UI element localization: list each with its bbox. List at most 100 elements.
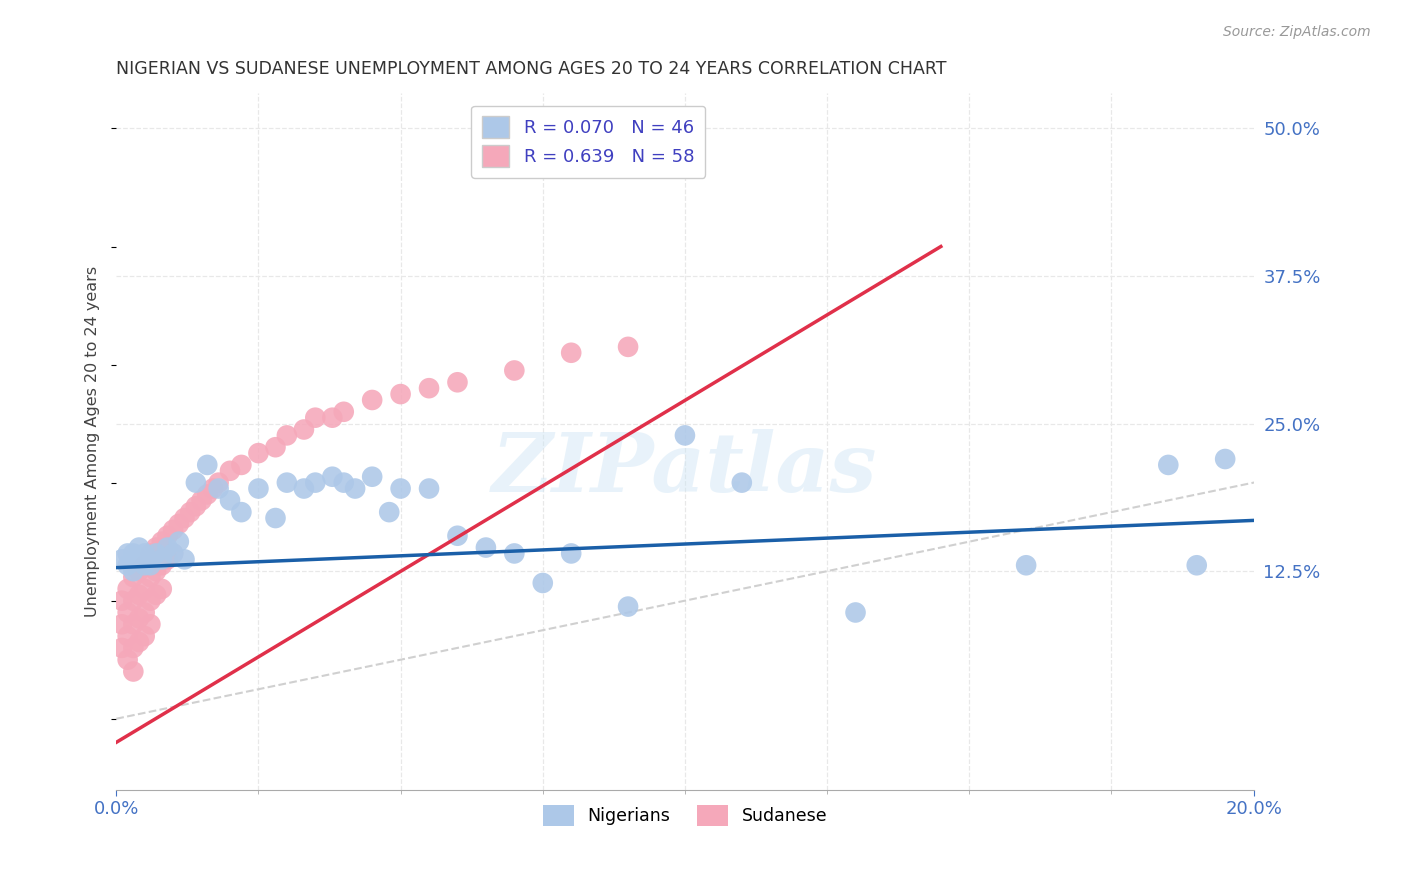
Y-axis label: Unemployment Among Ages 20 to 24 years: Unemployment Among Ages 20 to 24 years <box>86 266 100 617</box>
Point <box>128 611 150 625</box>
Point <box>1157 458 1180 472</box>
Point <box>139 593 162 607</box>
Point <box>128 552 150 566</box>
Point <box>673 428 696 442</box>
Point <box>560 546 582 560</box>
Point <box>195 458 218 472</box>
Point <box>231 505 253 519</box>
Point <box>179 505 201 519</box>
Point <box>219 464 242 478</box>
Point <box>122 617 145 632</box>
Point <box>304 410 326 425</box>
Point <box>111 617 134 632</box>
Point <box>378 505 401 519</box>
Text: Source: ZipAtlas.com: Source: ZipAtlas.com <box>1223 25 1371 39</box>
Point <box>389 387 412 401</box>
Point <box>117 582 139 596</box>
Point <box>162 546 184 560</box>
Point <box>128 588 150 602</box>
Point <box>128 635 150 649</box>
Point <box>276 475 298 490</box>
Point <box>134 582 156 596</box>
Point <box>134 558 156 573</box>
Point <box>150 558 173 573</box>
Point <box>162 523 184 537</box>
Point <box>145 546 167 560</box>
Point <box>173 511 195 525</box>
Point <box>207 482 229 496</box>
Point <box>503 546 526 560</box>
Point <box>219 493 242 508</box>
Text: ZIPatlas: ZIPatlas <box>492 429 877 509</box>
Point <box>117 558 139 573</box>
Point <box>111 640 134 655</box>
Legend: Nigerians, Sudanese: Nigerians, Sudanese <box>536 798 834 833</box>
Point <box>156 552 179 566</box>
Point <box>276 428 298 442</box>
Point <box>389 482 412 496</box>
Point <box>195 487 218 501</box>
Point <box>134 606 156 620</box>
Point <box>617 599 640 614</box>
Point <box>139 570 162 584</box>
Point <box>145 564 167 578</box>
Point <box>531 576 554 591</box>
Point <box>207 475 229 490</box>
Point <box>292 423 315 437</box>
Point <box>111 593 134 607</box>
Point <box>247 482 270 496</box>
Point <box>122 570 145 584</box>
Point <box>156 541 179 555</box>
Point <box>111 552 134 566</box>
Point <box>134 558 156 573</box>
Point <box>122 564 145 578</box>
Point <box>617 340 640 354</box>
Point <box>167 534 190 549</box>
Point <box>190 493 212 508</box>
Point <box>264 511 287 525</box>
Point <box>292 482 315 496</box>
Point <box>173 552 195 566</box>
Text: NIGERIAN VS SUDANESE UNEMPLOYMENT AMONG AGES 20 TO 24 YEARS CORRELATION CHART: NIGERIAN VS SUDANESE UNEMPLOYMENT AMONG … <box>117 60 946 78</box>
Point <box>122 665 145 679</box>
Point <box>344 482 367 496</box>
Point <box>117 546 139 560</box>
Point <box>446 529 468 543</box>
Point <box>1015 558 1038 573</box>
Point <box>321 469 343 483</box>
Point <box>150 582 173 596</box>
Point <box>145 588 167 602</box>
Point <box>134 546 156 560</box>
Point <box>145 541 167 555</box>
Point <box>117 606 139 620</box>
Point <box>184 500 207 514</box>
Point <box>117 653 139 667</box>
Point <box>150 552 173 566</box>
Point <box>167 516 190 531</box>
Point <box>361 469 384 483</box>
Point <box>332 475 354 490</box>
Point <box>156 529 179 543</box>
Point <box>418 482 440 496</box>
Point <box>475 541 498 555</box>
Point <box>418 381 440 395</box>
Point <box>503 363 526 377</box>
Point <box>122 640 145 655</box>
Point <box>321 410 343 425</box>
Point <box>201 482 224 496</box>
Point <box>128 564 150 578</box>
Point <box>731 475 754 490</box>
Point <box>446 376 468 390</box>
Point <box>128 541 150 555</box>
Point <box>560 345 582 359</box>
Point <box>332 405 354 419</box>
Point <box>231 458 253 472</box>
Point <box>1185 558 1208 573</box>
Point <box>139 546 162 560</box>
Point <box>139 617 162 632</box>
Point <box>361 392 384 407</box>
Point <box>264 440 287 454</box>
Point <box>117 629 139 643</box>
Point <box>122 593 145 607</box>
Point <box>134 629 156 643</box>
